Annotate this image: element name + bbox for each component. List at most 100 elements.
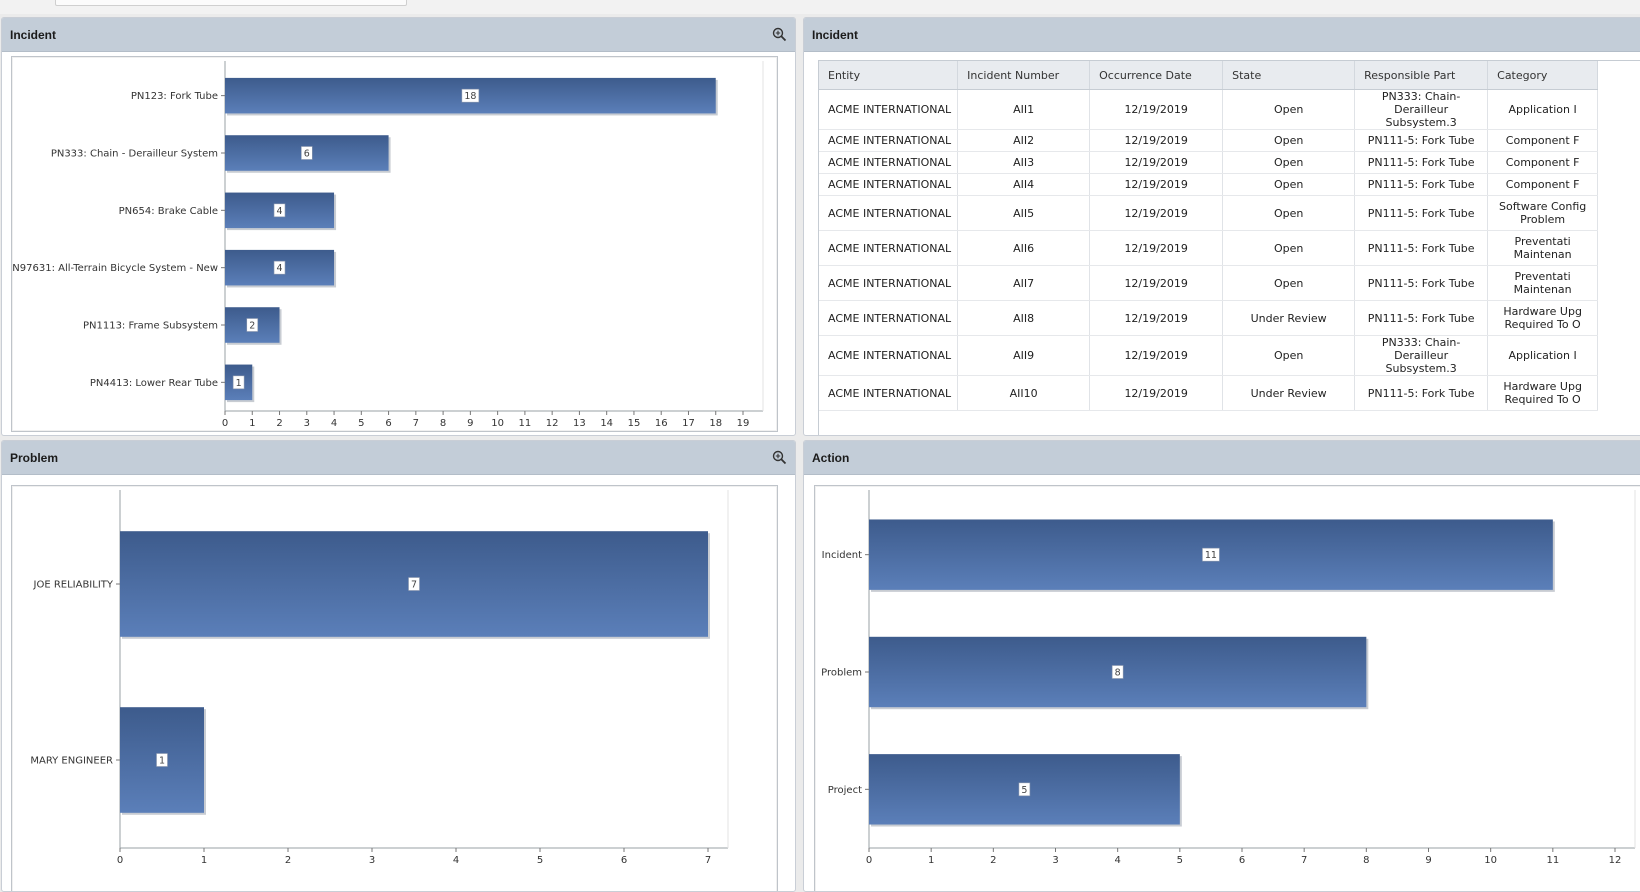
x-tick-label: 13 [573, 418, 586, 429]
cell-date: 12/19/2019 [1089, 265, 1224, 301]
value-label: 4 [277, 206, 283, 217]
column-header[interactable]: Responsible Part [1354, 61, 1489, 90]
cell-category: Component F [1487, 129, 1599, 152]
x-tick-label: 5 [358, 418, 364, 429]
cell-date: 12/19/2019 [1089, 151, 1224, 174]
column-header[interactable]: State [1222, 61, 1356, 90]
column-header[interactable]: Entity [819, 61, 959, 90]
cell-category: Component F [1487, 173, 1599, 196]
category-label: PN333: Chain - Derailleur System [51, 149, 218, 160]
cell-number: AII5 [957, 195, 1091, 231]
x-tick-label: 9 [467, 418, 473, 429]
panel-title: Action [812, 451, 850, 465]
cell-entity: ACME INTERNATIONAL [819, 89, 959, 130]
cell-date: 12/19/2019 [1089, 195, 1224, 231]
cell-entity: ACME INTERNATIONAL [819, 195, 959, 231]
top-search-field[interactable] [55, 0, 407, 6]
value-label-box [156, 753, 168, 767]
cell-entity: ACME INTERNATIONAL [819, 129, 959, 152]
value-label: 1 [236, 378, 242, 389]
cell-entity: ACME INTERNATIONAL [819, 173, 959, 196]
value-label: 11 [1205, 550, 1217, 561]
cell-category: Hardware Upg Required To O [1487, 375, 1599, 411]
x-tick-label: 4 [331, 418, 337, 429]
x-tick-label: 2 [285, 855, 291, 866]
cell-category: Hardware Upg Required To O [1487, 300, 1599, 336]
x-tick-label: 7 [705, 855, 711, 866]
action-chart-panel: Action Incident 11 Problem 8 Project 5 0 1 2 3 4 5 6… [803, 440, 1640, 892]
x-tick-label: 1 [928, 855, 934, 866]
cell-part: PN111-5: Fork Tube [1354, 300, 1489, 336]
value-label: 2 [249, 321, 255, 332]
x-tick-label: 16 [655, 418, 668, 429]
x-tick-label: 7 [1301, 855, 1307, 866]
panel-title: Incident [10, 28, 57, 42]
x-tick-label: 2 [990, 855, 996, 866]
value-label: 6 [304, 149, 310, 160]
x-tick-label: 2 [276, 418, 282, 429]
table-row[interactable]: ACME INTERNATIONAL AII1 12/19/2019 Open PN33… [819, 89, 1599, 130]
x-tick-label: 5 [1177, 855, 1183, 866]
zoom-in-icon[interactable] [772, 27, 787, 42]
category-label: JOE RELIABILITY [33, 580, 114, 591]
cell-number: AII8 [957, 300, 1091, 336]
value-label-box [408, 577, 420, 591]
cell-state: Open [1222, 173, 1356, 196]
column-header[interactable]: Incident Number [957, 61, 1091, 90]
x-tick-label: 14 [600, 418, 613, 429]
incident-table-panel: Incident Entity Incident Number Occurrence… [803, 17, 1640, 436]
cell-entity: ACME INTERNATIONAL [819, 265, 959, 301]
table-row[interactable]: ACME INTERNATIONAL AII3 12/19/2019 Open PN11… [819, 151, 1599, 174]
value-label-box [1202, 547, 1220, 562]
table-row[interactable]: ACME INTERNATIONAL AII7 12/19/2019 Open PN11… [819, 265, 1599, 301]
category-label: MARY ENGINEER [30, 756, 113, 767]
category-label: PN97631: All-Terrain Bicycle System - Ne… [12, 263, 218, 274]
panel-header: Incident [2, 18, 795, 52]
cell-category: Preventati Maintenan [1487, 265, 1599, 301]
x-tick-label: 1 [249, 418, 255, 429]
x-tick-label: 17 [682, 418, 695, 429]
table-row[interactable]: ACME INTERNATIONAL AII5 12/19/2019 Open PN11… [819, 195, 1599, 231]
incident-chart-panel: Incident PN123: Fork Tube 18 PN333: Chain … [1, 17, 796, 436]
table-row[interactable]: ACME INTERNATIONAL AII8 12/19/2019 Under Re… [819, 300, 1599, 336]
table-row[interactable]: ACME INTERNATIONAL AII9 12/19/2019 Open PN33… [819, 335, 1599, 376]
table-row[interactable]: ACME INTERNATIONAL AII2 12/19/2019 Open PN11… [819, 129, 1599, 152]
top-toolbar-strip [0, 0, 1640, 14]
cell-state: Under Review [1222, 300, 1356, 336]
cell-entity: ACME INTERNATIONAL [819, 300, 959, 336]
x-tick-label: 8 [1363, 855, 1369, 866]
incident-chart-frame: PN123: Fork Tube 18 PN333: Chain - Deraill… [11, 56, 778, 432]
column-header[interactable]: Category [1487, 61, 1599, 90]
x-tick-label: 18 [709, 418, 722, 429]
category-label: PN123: Fork Tube [131, 91, 218, 102]
cell-part: PN111-5: Fork Tube [1354, 173, 1489, 196]
x-tick-label: 12 [546, 418, 559, 429]
panel-header: Action [804, 441, 1640, 475]
cell-number: AII2 [957, 129, 1091, 152]
zoom-in-icon[interactable] [772, 450, 787, 465]
value-label-box [273, 260, 286, 275]
cell-category: Component F [1487, 151, 1599, 174]
table-row[interactable]: ACME INTERNATIONAL AII10 12/19/2019 Under R… [819, 375, 1599, 411]
cell-entity: ACME INTERNATIONAL [819, 230, 959, 266]
category-label: PN654: Brake Cable [119, 206, 218, 217]
cell-state: Open [1222, 230, 1356, 266]
value-label-box [273, 203, 286, 218]
x-tick-label: 3 [304, 418, 310, 429]
x-tick-label: 4 [1114, 855, 1120, 866]
table-row[interactable]: ACME INTERNATIONAL AII6 12/19/2019 Open PN11… [819, 230, 1599, 266]
panel-header: Problem [2, 441, 795, 475]
value-label: 4 [277, 263, 283, 274]
value-label-box [300, 146, 313, 160]
cell-entity: ACME INTERNATIONAL [819, 151, 959, 174]
column-header[interactable]: Occurrence Date [1089, 61, 1224, 90]
x-tick-label: 0 [222, 418, 228, 429]
x-tick-label: 0 [866, 855, 872, 866]
x-tick-label: 6 [1239, 855, 1245, 866]
cell-part: PN111-5: Fork Tube [1354, 151, 1489, 174]
x-tick-label: 12 [1609, 855, 1622, 866]
table-row[interactable]: ACME INTERNATIONAL AII4 12/19/2019 Open PN11… [819, 173, 1599, 196]
cell-part: PN333: Chain-Derailleur Subsystem.3 [1354, 335, 1489, 376]
cell-state: Open [1222, 129, 1356, 152]
